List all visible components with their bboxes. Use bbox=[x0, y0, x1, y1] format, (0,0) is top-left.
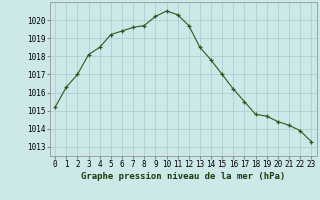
X-axis label: Graphe pression niveau de la mer (hPa): Graphe pression niveau de la mer (hPa) bbox=[81, 172, 285, 181]
